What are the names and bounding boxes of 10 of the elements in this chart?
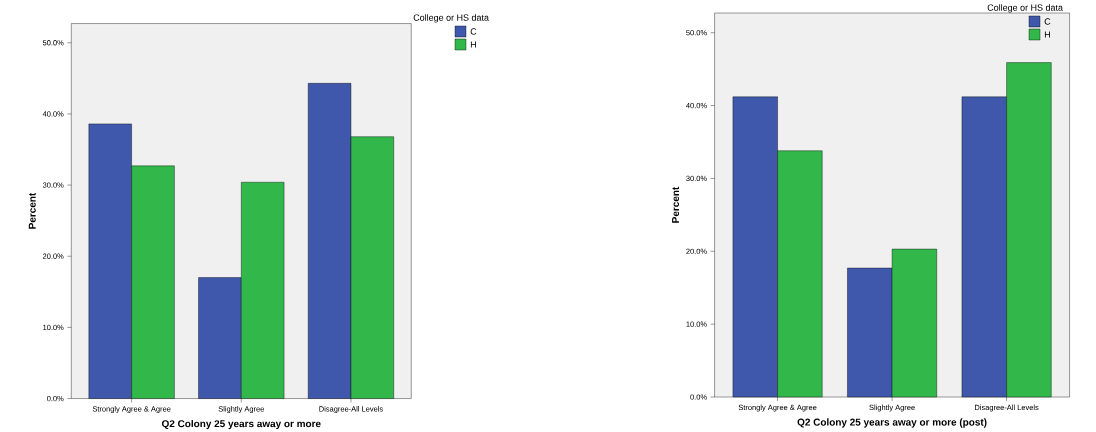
legend-label: H <box>1044 31 1050 38</box>
y-axis-title: Percent <box>28 192 36 229</box>
legend-title: College or HS data <box>413 14 489 23</box>
legend-label: H <box>470 41 476 48</box>
x-axis-title: Q2 Colony 25 years away or more (post) <box>797 418 987 428</box>
legend-label: C <box>1044 18 1051 25</box>
y-axis-title: Percent <box>672 186 680 223</box>
x-axis-title: Q2 Colony 25 years away or more <box>161 419 321 430</box>
legend-title: College or HS data <box>987 4 1063 13</box>
legend-label: C <box>470 28 477 35</box>
